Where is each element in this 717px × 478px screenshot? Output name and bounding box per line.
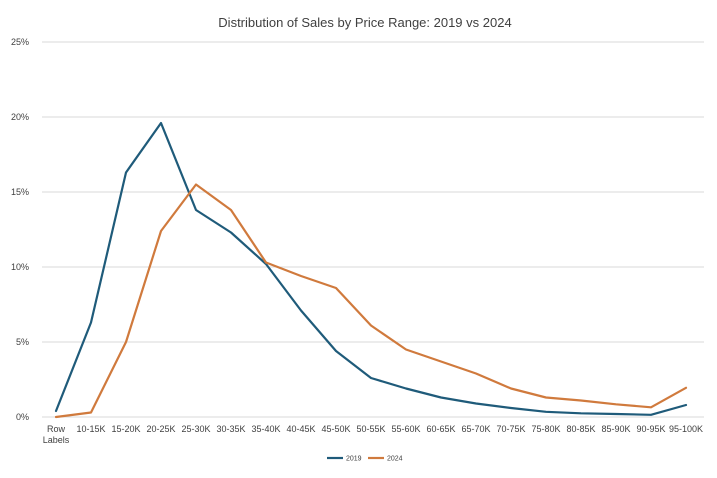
- y-tick-label: 15%: [11, 187, 29, 197]
- y-tick-label: 20%: [11, 112, 29, 122]
- x-tick-label: 65-70K: [461, 424, 490, 434]
- series-line-2019: [54, 121, 688, 416]
- x-tick-label: 15-20K: [111, 424, 140, 434]
- legend-label-2024: 2024: [387, 456, 403, 463]
- x-tick-label: 30-35K: [216, 424, 245, 434]
- x-tick-label: 10-15K: [76, 424, 105, 434]
- x-tick-label: 20-25K: [146, 424, 175, 434]
- legend-label-2019: 2019: [346, 456, 362, 463]
- x-tick-label: 85-90K: [601, 424, 630, 434]
- y-tick-label: 10%: [11, 262, 29, 272]
- series-line-2024: [54, 183, 688, 419]
- y-tick-label: 25%: [11, 37, 29, 47]
- x-tick-label: 45-50K: [321, 424, 350, 434]
- series-lines: [54, 121, 688, 419]
- gridlines: [42, 41, 704, 418]
- x-tick-label: 60-65K: [426, 424, 455, 434]
- x-tick-label: 35-40K: [251, 424, 280, 434]
- y-tick-label: 0%: [16, 412, 29, 422]
- x-axis-ticks: Row Labels 10-15K 15-20K 20-25K 25-30K 30-35K 3…: [43, 424, 703, 445]
- x-tick-label: 75-80K: [531, 424, 560, 434]
- x-tick-label: 70-75K: [496, 424, 525, 434]
- x-tick-label: 40-45K: [286, 424, 315, 434]
- x-tick-label: 55-60K: [391, 424, 420, 434]
- y-tick-label: 5%: [16, 337, 29, 347]
- x-tick-label: 95-100K: [669, 424, 703, 434]
- x-tick-label: 80-85K: [566, 424, 595, 434]
- x-tick-label: 25-30K: [181, 424, 210, 434]
- x-tick-label: 50-55K: [356, 424, 385, 434]
- x-tick-label: Row Labels: [43, 424, 70, 445]
- y-axis-ticks: 0% 5% 10% 15% 20% 25%: [11, 37, 29, 422]
- chart-title: Distribution of Sales by Price Range: 20…: [218, 15, 511, 30]
- legend: 2019 2024: [327, 456, 403, 463]
- x-tick-label: 90-95K: [636, 424, 665, 434]
